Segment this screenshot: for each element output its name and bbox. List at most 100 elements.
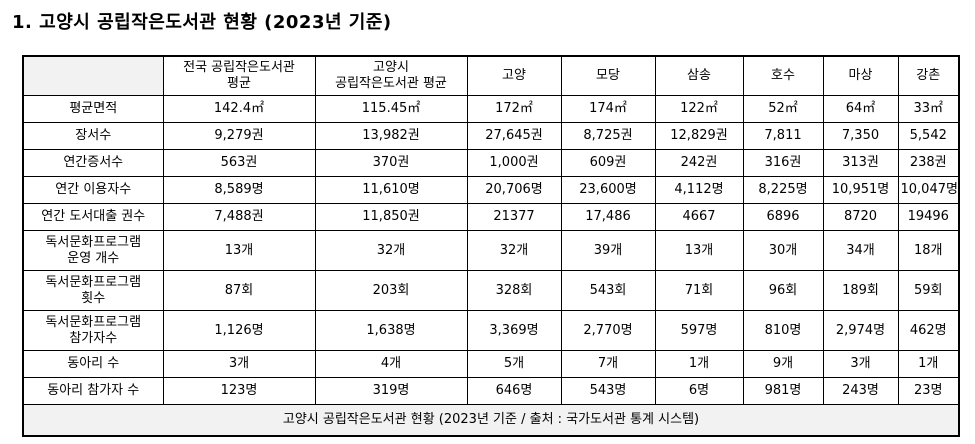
data-cell: 122㎡: [654, 95, 744, 123]
data-cell: 4,112명: [654, 176, 744, 204]
data-row: 평균면적 142.4㎡ 115.45㎡ 172㎡ 174㎡ 122㎡ 52㎡ 64㎡ 33㎡: [22, 95, 960, 123]
data-cell: 39개: [560, 230, 656, 271]
header-row: 전국 공립작은도서관 평균 고양시 공립작은도서관 평균 고양 모당 삼송 호수 마상 강촌: [22, 55, 960, 96]
data-cell: 13개: [162, 230, 316, 271]
data-cell: 3개: [822, 350, 899, 378]
data-cell: 597명: [654, 310, 744, 351]
data-cell: 7,488권: [162, 203, 316, 231]
data-cell: 21377: [466, 203, 562, 231]
data-row: 독서문화프로그램 참가자수 1,126명 1,638명 3,369명 2,770명 597명…: [22, 310, 960, 351]
column-header: 고양: [466, 55, 562, 96]
data-cell: 7개: [560, 350, 656, 378]
data-cell: 6명: [654, 377, 744, 405]
data-cell: 543회: [560, 270, 656, 311]
data-cell: 243명: [822, 377, 899, 405]
cell-line: 전국 공립작은도서관: [183, 60, 295, 75]
row-label: 독서문화프로그램 운영 개수: [22, 230, 164, 271]
data-cell: 32개: [314, 230, 468, 271]
data-cell: 23명: [897, 377, 960, 405]
data-cell: 543명: [560, 377, 656, 405]
row-label: 연간증서수: [22, 149, 164, 177]
data-cell: 4개: [314, 350, 468, 378]
data-cell: 13개: [654, 230, 744, 271]
data-cell: 370권: [314, 149, 468, 177]
data-row: 독서문화프로그램 운영 개수 13개 32개 32개 39개 13개 30개 34개 18개: [22, 230, 960, 271]
table-body: 전국 공립작은도서관 평균 고양시 공립작은도서관 평균 고양 모당 삼송 호수 마상 강촌 평균면…: [22, 55, 960, 437]
data-cell: 8,725권: [560, 122, 656, 150]
data-cell: 9,279권: [162, 122, 316, 150]
data-row: 장서수 9,279권 13,982권 27,645권 8,725권 12,829권 7,81…: [22, 122, 960, 150]
data-cell: 1,638명: [314, 310, 468, 351]
data-cell: 6896: [742, 203, 824, 231]
data-cell: 609권: [560, 149, 656, 177]
data-cell: 189회: [822, 270, 899, 311]
data-cell: 13,982권: [314, 122, 468, 150]
page-title: 1. 고양시 공립작은도서관 현황 (2023년 기준): [12, 12, 392, 33]
data-cell: 5개: [466, 350, 562, 378]
data-cell: 8,589명: [162, 176, 316, 204]
data-row: 동아리 수 3개 4개 5개 7개 1개 9개 3개 1개: [22, 350, 960, 378]
data-cell: 20,706명: [466, 176, 562, 204]
cell-line: 평균: [227, 76, 251, 91]
data-cell: 2,770명: [560, 310, 656, 351]
data-cell: 115.45㎡: [314, 95, 468, 123]
data-cell: 87회: [162, 270, 316, 311]
data-cell: 23,600명: [560, 176, 656, 204]
data-cell: 810명: [742, 310, 824, 351]
cell-line: 독서문화프로그램: [45, 234, 142, 250]
data-cell: 64㎡: [822, 95, 899, 123]
cell-line: 참가자수: [69, 330, 118, 346]
data-cell: 242권: [654, 149, 744, 177]
row-label: 동아리 수: [22, 350, 164, 378]
data-cell: 96회: [742, 270, 824, 311]
data-cell: 12,829권: [654, 122, 744, 150]
data-cell: 11,850권: [314, 203, 468, 231]
data-cell: 11,610명: [314, 176, 468, 204]
footer-row: 고양시 공립작은도서관 현황 (2023년 기준 / 출처 : 국가도서관 통계…: [22, 404, 960, 437]
data-cell: 52㎡: [742, 95, 824, 123]
data-cell: 123명: [162, 377, 316, 405]
data-cell: 8,225명: [742, 176, 824, 204]
data-cell: 8720: [822, 203, 899, 231]
stats-table: 전국 공립작은도서관 평균 고양시 공립작은도서관 평균 고양 모당 삼송 호수 마상 강촌 평균면…: [22, 55, 960, 437]
table-footer: 고양시 공립작은도서관 현황 (2023년 기준 / 출처 : 국가도서관 통계…: [22, 404, 960, 437]
row-label: 장서수: [22, 122, 164, 150]
data-cell: 563권: [162, 149, 316, 177]
data-cell: 19496: [897, 203, 960, 231]
row-label: 평균면적: [22, 95, 164, 123]
data-row: 동아리 참가자 수 123명 319명 646명 543명 6명 981명 243명 23명: [22, 377, 960, 405]
data-cell: 462명: [897, 310, 960, 351]
data-cell: 34개: [822, 230, 899, 271]
data-cell: 10,951명: [822, 176, 899, 204]
data-cell: 142.4㎡: [162, 95, 316, 123]
data-cell: 33㎡: [897, 95, 960, 123]
data-cell: 313권: [822, 149, 899, 177]
column-header: 고양시 공립작은도서관 평균: [314, 55, 468, 96]
data-cell: 172㎡: [466, 95, 562, 123]
data-cell: 1개: [897, 350, 960, 378]
cell-line: 독서문화프로그램: [45, 274, 142, 290]
data-cell: 2,974명: [822, 310, 899, 351]
data-row: 독서문화프로그램 횟수 87회 203회 328회 543회 71회 96회 189회 59회: [22, 270, 960, 311]
data-cell: 7,350: [822, 122, 899, 150]
data-cell: 4667: [654, 203, 744, 231]
data-cell: 203회: [314, 270, 468, 311]
cell-line: 고양시: [373, 60, 409, 75]
data-row: 연간증서수 563권 370권 1,000권 609권 242권 316권 313권 238권: [22, 149, 960, 177]
data-cell: 59회: [897, 270, 960, 311]
data-cell: 174㎡: [560, 95, 656, 123]
column-header: 강촌: [897, 55, 960, 96]
data-cell: 981명: [742, 377, 824, 405]
row-label: 독서문화프로그램 참가자수: [22, 310, 164, 351]
cell-line: 독서문화프로그램: [45, 314, 142, 330]
data-cell: 238권: [897, 149, 960, 177]
data-cell: 316권: [742, 149, 824, 177]
column-header: 삼송: [654, 55, 744, 96]
data-cell: 1,126명: [162, 310, 316, 351]
data-cell: 18개: [897, 230, 960, 271]
data-cell: 17,486: [560, 203, 656, 231]
data-cell: 7,811: [742, 122, 824, 150]
corner-cell: [22, 55, 164, 96]
cell-line: 운영 개수: [67, 250, 120, 266]
